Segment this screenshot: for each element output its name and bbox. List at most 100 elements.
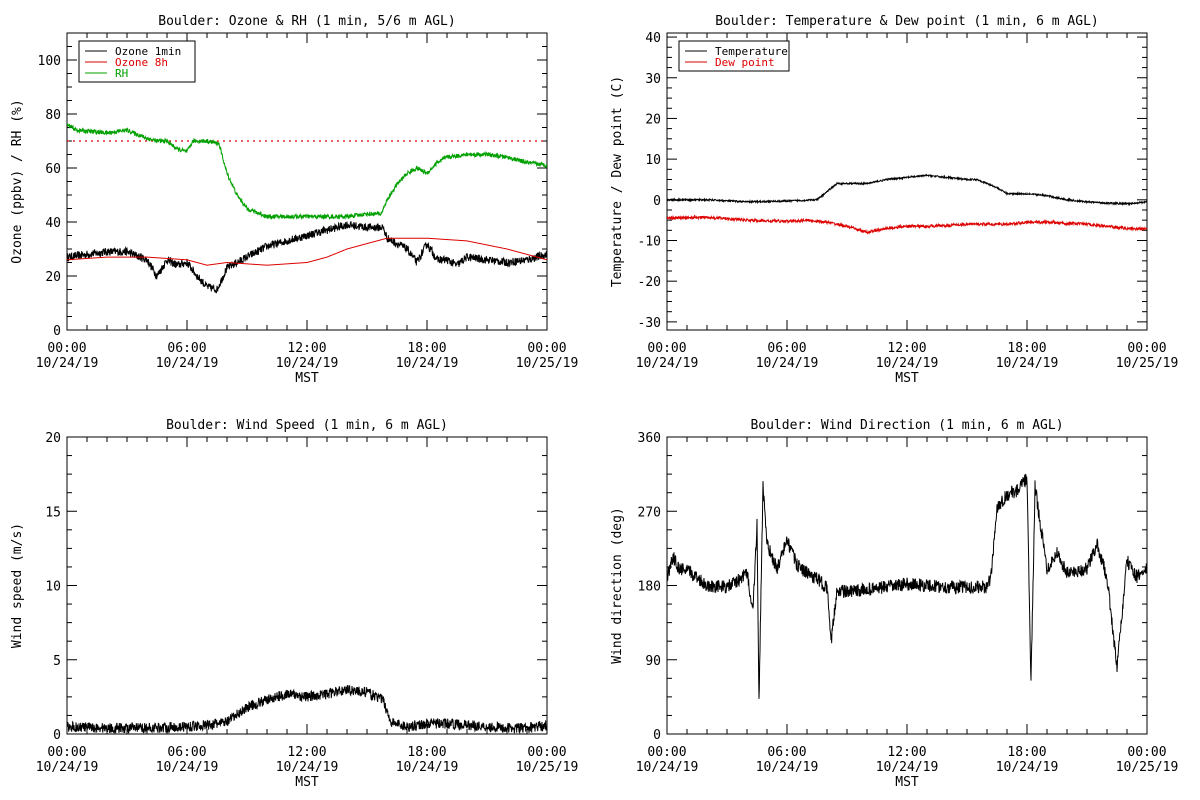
x-tick-label: 06:00 — [767, 745, 806, 760]
series-line-0 — [67, 221, 547, 294]
y-axis-label: Wind direction (deg) — [610, 507, 625, 664]
chart-panel: Boulder: Wind Direction (1 min, 6 m AGL)… — [610, 418, 1178, 790]
legend-entry: Ozone 1min — [115, 45, 181, 58]
x-tick-date: 10/24/19 — [396, 356, 459, 371]
y-tick-label: 10 — [45, 580, 61, 595]
x-tick-label: 06:00 — [167, 745, 206, 760]
x-tick-date: 10/24/19 — [36, 356, 99, 371]
x-tick-date: 10/24/19 — [876, 356, 939, 371]
series-line-0 — [667, 173, 1147, 207]
series-group — [667, 173, 1147, 235]
x-tick-label: 00:00 — [527, 745, 566, 760]
x-tick-date: 10/25/19 — [516, 356, 579, 371]
y-axis-label: Temperature / Dew point (C) — [610, 76, 625, 287]
x-axis-label: MST — [895, 371, 919, 386]
x-tick-label: 12:00 — [887, 341, 926, 356]
x-tick-label: 00:00 — [1127, 745, 1166, 760]
y-tick-label: 40 — [45, 216, 61, 231]
y-axis-label: Wind speed (m/s) — [10, 523, 25, 648]
chart-title: Boulder: Wind Direction (1 min, 6 m AGL) — [750, 418, 1063, 433]
x-tick-date: 10/24/19 — [636, 760, 699, 775]
y-tick-label: 0 — [53, 324, 61, 339]
y-tick-label: 0 — [653, 194, 661, 209]
x-tick-label: 18:00 — [1007, 341, 1046, 356]
y-tick-label: -10 — [638, 234, 661, 249]
x-tick-label: 00:00 — [47, 745, 86, 760]
x-tick-label: 00:00 — [47, 341, 86, 356]
x-tick-label: 18:00 — [1007, 745, 1046, 760]
y-tick-label: 270 — [638, 505, 661, 520]
x-axis-label: MST — [295, 371, 319, 386]
legend-entry: Temperature — [715, 45, 788, 58]
y-tick-label: 60 — [45, 162, 61, 177]
series-group — [67, 123, 547, 294]
x-tick-label: 18:00 — [407, 745, 446, 760]
x-tick-date: 10/25/19 — [1116, 356, 1179, 371]
series-line-0 — [667, 473, 1147, 699]
series-group — [667, 473, 1147, 699]
y-tick-label: 15 — [45, 505, 61, 520]
x-tick-label: 06:00 — [767, 341, 806, 356]
x-tick-date: 10/24/19 — [36, 760, 99, 775]
x-tick-label: 12:00 — [287, 341, 326, 356]
y-tick-label: 30 — [645, 72, 661, 87]
chart-panel: Boulder: Wind Speed (1 min, 6 m AGL) MST W… — [10, 418, 578, 790]
chart-panel: Boulder: Ozone & RH (1 min, 5/6 m AGL) MS… — [10, 14, 578, 386]
plot-frame — [666, 32, 1148, 331]
legend-box — [678, 40, 790, 72]
x-tick-label: 12:00 — [887, 745, 926, 760]
y-tick-label: 5 — [53, 654, 61, 669]
y-tick-label: 20 — [645, 112, 661, 127]
x-tick-label: 00:00 — [647, 341, 686, 356]
x-axis-label: MST — [895, 775, 919, 790]
plot-frame — [66, 436, 548, 735]
y-tick-label: 20 — [45, 431, 61, 446]
chart-panel: Boulder: Temperature & Dew point (1 min,… — [610, 14, 1178, 386]
x-tick-date: 10/24/19 — [276, 356, 339, 371]
y-tick-label: 360 — [638, 431, 661, 446]
x-tick-label: 12:00 — [287, 745, 326, 760]
x-tick-date: 10/24/19 — [756, 760, 819, 775]
y-tick-label: -30 — [638, 316, 661, 331]
chart-title: Boulder: Ozone & RH (1 min, 5/6 m AGL) — [158, 14, 455, 29]
x-tick-label: 00:00 — [647, 745, 686, 760]
y-tick-label: 80 — [45, 108, 61, 123]
y-axis-label: Ozone (ppbv) / RH (%) — [10, 99, 25, 263]
x-tick-date: 10/25/19 — [516, 760, 579, 775]
x-tick-date: 10/24/19 — [996, 356, 1059, 371]
x-tick-date: 10/24/19 — [876, 760, 939, 775]
x-tick-label: 00:00 — [527, 341, 566, 356]
x-tick-date: 10/24/19 — [756, 356, 819, 371]
series-line-1 — [667, 214, 1147, 235]
x-tick-date: 10/24/19 — [636, 356, 699, 371]
x-tick-date: 10/25/19 — [1116, 760, 1179, 775]
y-tick-label: 10 — [645, 153, 661, 168]
series-group — [67, 685, 547, 734]
chart-title: Boulder: Wind Speed (1 min, 6 m AGL) — [166, 418, 448, 433]
legend-entry: Ozone 8h — [115, 56, 168, 69]
x-tick-date: 10/24/19 — [276, 760, 339, 775]
y-tick-label: 40 — [645, 31, 661, 46]
y-tick-label: 180 — [638, 580, 661, 595]
y-tick-label: 0 — [653, 728, 661, 743]
series-line-0 — [67, 685, 547, 734]
x-tick-label: 06:00 — [167, 341, 206, 356]
x-axis-label: MST — [295, 775, 319, 790]
y-tick-label: 0 — [53, 728, 61, 743]
y-tick-label: 100 — [38, 54, 61, 69]
chart-title: Boulder: Temperature & Dew point (1 min,… — [715, 14, 1099, 29]
x-tick-label: 18:00 — [407, 341, 446, 356]
series-line-1 — [67, 237, 547, 266]
x-tick-date: 10/24/19 — [156, 760, 219, 775]
y-tick-label: 90 — [645, 654, 661, 669]
x-tick-label: 00:00 — [1127, 341, 1166, 356]
y-tick-label: 20 — [45, 270, 61, 285]
legend-entry: Dew point — [715, 56, 775, 69]
series-line-2 — [67, 123, 547, 221]
y-tick-label: -20 — [638, 275, 661, 290]
x-tick-date: 10/24/19 — [396, 760, 459, 775]
legend-entry: RH — [115, 67, 128, 80]
